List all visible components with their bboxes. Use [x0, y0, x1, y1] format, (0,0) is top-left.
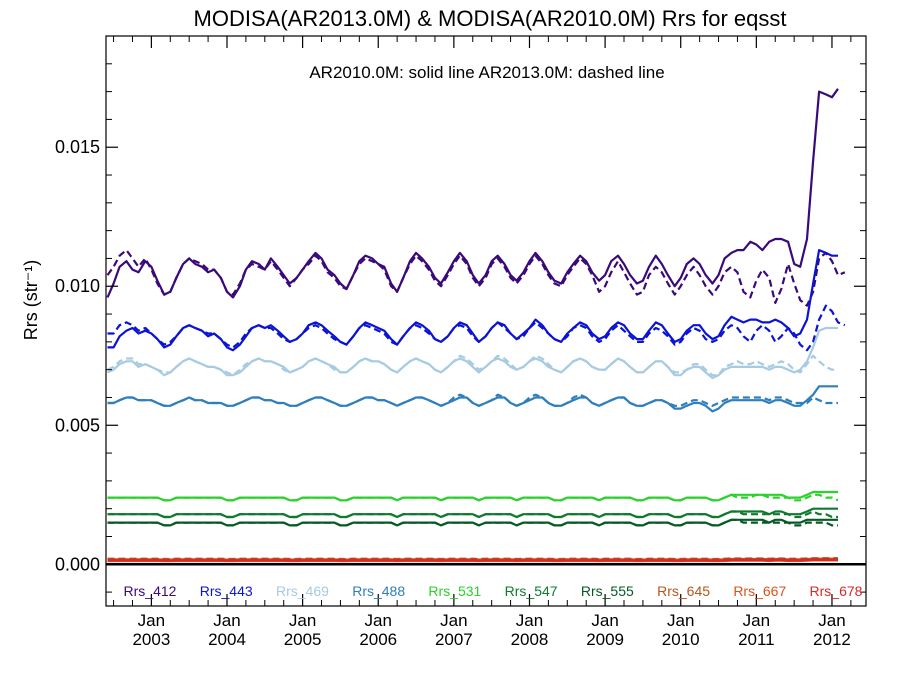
x-tick-label-month: Jan [365, 611, 392, 630]
rrs-488-solid-line [107, 385, 838, 413]
x-tick-label-year: 2006 [359, 630, 397, 649]
legend-item: Rrs_488 [352, 583, 405, 599]
rrs-443-solid-line [107, 249, 838, 352]
chart-title: MODISA(AR2013.0M) & MODISA(AR2010.0M) Rr… [194, 6, 787, 31]
rrs-412-dashed-line [106, 249, 846, 307]
rrs-469-solid-line [107, 326, 838, 380]
rrs-531-dashed-line [107, 493, 839, 502]
x-tick-label-year: 2005 [284, 630, 322, 649]
rrs-531-solid-line [107, 490, 838, 502]
x-tick-label-year: 2009 [586, 630, 624, 649]
y-tick-label: 0.015 [55, 137, 100, 157]
x-tick-label-month: Jan [743, 611, 770, 630]
rrs-555-dashed-line [107, 518, 838, 527]
legend: Rrs_412 Rrs_443 Rrs_469 Rrs_488 Rrs_531 Rrs_5… [124, 583, 863, 599]
x-tick-label-month: Jan [289, 611, 316, 630]
rrs-547-solid-line [107, 507, 838, 519]
rrs-678-dashed-line [107, 557, 838, 561]
rrs-547-dashed-line [107, 510, 838, 519]
legend-item: Rrs_469 [276, 583, 329, 599]
x-tick-label-year: 2012 [813, 630, 851, 649]
y-tick-label: 0.000 [55, 554, 100, 574]
x-tick-label-month: Jan [667, 611, 694, 630]
legend-item: Rrs_667 [733, 583, 786, 599]
x-tick-label-month: Jan [213, 611, 240, 630]
legend-item: Rrs_531 [428, 583, 481, 599]
x-tick-label-month: Jan [818, 611, 845, 630]
rrs-488-dashed-line [107, 393, 838, 407]
x-tick-label-year: 2010 [662, 630, 700, 649]
x-tick-label-year: 2008 [511, 630, 549, 649]
x-tick-label-year: 2011 [738, 630, 775, 649]
y-tick-label: 0.010 [55, 276, 100, 296]
rrs-469-dashed-line [107, 354, 838, 377]
x-tick-label-year: 2007 [435, 630, 473, 649]
legend-item: Rrs_443 [200, 583, 253, 599]
legend-item: Rrs_645 [657, 583, 710, 599]
x-tick-label-year: 2003 [132, 630, 170, 649]
line-style-note: AR2010.0M: solid line AR2013.0M: dashed … [309, 63, 664, 82]
rrs-412-solid-line [106, 88, 839, 299]
x-tick-label-month: Jan [440, 611, 467, 630]
y-tick-label: 0.005 [55, 415, 100, 435]
x-tick-label-year: 2004 [208, 630, 246, 649]
rrs-443-dashed-line [107, 304, 846, 352]
plot-frame [105, 35, 867, 607]
legend-item: Rrs_555 [581, 583, 634, 599]
ticks-layer: 0.0000.0050.0100.015Jan2003Jan2004Jan200… [55, 36, 866, 649]
x-tick-label-month: Jan [591, 611, 618, 630]
legend-item: Rrs_547 [505, 583, 558, 599]
x-tick-label-month: Jan [516, 611, 543, 630]
x-tick-label-month: Jan [138, 611, 165, 630]
series-layer [106, 88, 846, 563]
legend-item: Rrs_412 [124, 583, 177, 599]
y-axis-label: Rrs (str⁻¹) [21, 260, 41, 340]
legend-item: Rrs_678 [810, 583, 863, 599]
